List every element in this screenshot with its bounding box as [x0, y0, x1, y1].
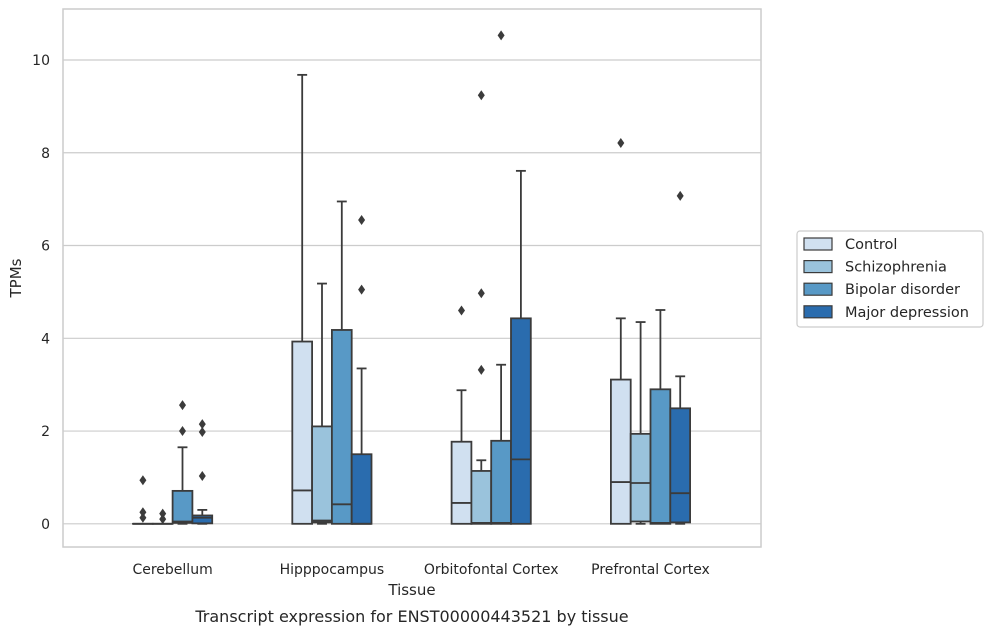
legend-item: Major depression [803, 305, 969, 321]
x-axis-label: Tissue [387, 581, 435, 599]
plot-area-frame [62, 8, 762, 548]
outlier-point [497, 30, 505, 41]
box-iqr [649, 388, 672, 525]
outlier-point [198, 471, 206, 482]
box-iqr [490, 439, 512, 525]
outlier-point [139, 475, 147, 486]
box [490, 30, 512, 525]
series-bipolar-disorder [171, 30, 672, 525]
box [330, 200, 353, 525]
legend-swatch [803, 260, 833, 274]
box [669, 190, 691, 525]
outlier-point [139, 512, 147, 523]
legend-frame [796, 230, 984, 328]
box [311, 282, 333, 525]
box-iqr [350, 453, 373, 525]
outlier-point [458, 305, 465, 316]
y-axis-label: TPMs [7, 258, 25, 298]
outlier-point [676, 190, 684, 201]
box [132, 475, 154, 525]
legend-label: Control [845, 237, 897, 253]
outlier-point [477, 364, 485, 375]
box-series-group [132, 30, 691, 525]
legend: Control Schizophrenia Bipolar disorder Majo… [796, 230, 984, 328]
legend-item: Control [803, 237, 897, 253]
x-tick-label: Prefrontal Cortex [591, 562, 710, 578]
outlier-point [198, 426, 206, 437]
x-tick-label: Hipppocampus [280, 562, 385, 578]
legend-swatch [803, 282, 833, 296]
box-iqr [610, 378, 632, 525]
series-major-depression [191, 169, 691, 525]
outlier-point [198, 419, 206, 430]
box-iqr [470, 470, 493, 525]
outlier-point [139, 507, 147, 518]
box-iqr [510, 317, 532, 525]
outlier-point [358, 215, 366, 226]
box-iqr [669, 407, 691, 524]
y-tick-label: 4 [41, 331, 50, 347]
y-tick-label: 8 [41, 146, 50, 162]
box-iqr [629, 432, 652, 523]
legend-label: Bipolar disorder [845, 282, 960, 298]
y-tick-labels: 0 2 4 6 8 10 [32, 53, 50, 533]
box-iqr [171, 489, 194, 524]
box [350, 215, 373, 525]
legend-swatch [803, 237, 833, 251]
outlier-point [477, 288, 485, 299]
box-iqr [291, 340, 313, 525]
box-iqr [191, 514, 214, 525]
outlier-point [179, 426, 186, 437]
series-schizophrenia [151, 90, 652, 525]
legend-swatch [803, 305, 833, 319]
chart-caption: Transcript expression for ENST0000044352… [194, 607, 628, 626]
outlier-point [617, 138, 625, 149]
series-control [132, 73, 632, 525]
box [291, 73, 313, 525]
box [450, 305, 473, 525]
box [191, 419, 214, 525]
outlier-point [159, 508, 167, 519]
legend-item: Schizophrenia [803, 260, 947, 276]
x-tick-label: Cerebellum [132, 562, 212, 578]
box-iqr [311, 425, 333, 524]
y-tick-label: 10 [32, 53, 50, 69]
x-tick-labels: Cerebellum Hipppocampus Orbitofontal Corte… [132, 562, 709, 578]
y-tick-label: 6 [41, 239, 50, 255]
outlier-point [477, 90, 485, 101]
box [171, 400, 194, 525]
y-tick-label: 2 [41, 424, 50, 440]
legend-item: Bipolar disorder [803, 282, 960, 298]
y-tick-label: 0 [41, 517, 50, 533]
box [151, 508, 174, 525]
outlier-point [358, 284, 366, 295]
box-iqr [450, 440, 473, 525]
x-tick-label: Orbitofontal Cortex [424, 562, 559, 578]
outlier-point [179, 400, 186, 411]
legend-label: Major depression [845, 305, 969, 321]
box-iqr [330, 329, 353, 525]
outlier-point [159, 514, 167, 525]
legend-label: Schizophrenia [845, 260, 947, 276]
box [510, 169, 532, 525]
